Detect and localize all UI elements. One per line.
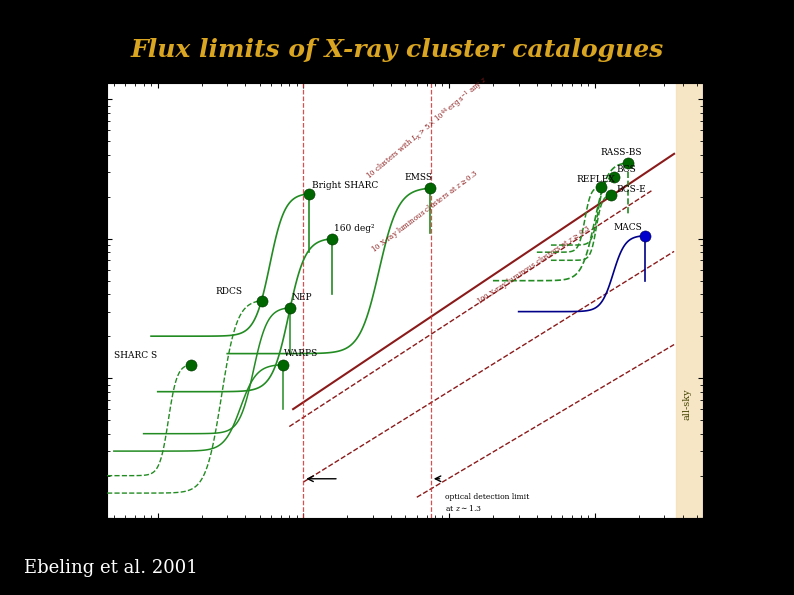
Bar	[676, 83, 703, 518]
Y-axis label: flux limit [0.5 - 2.0 keV] (erg cm⁻² s⁻¹): flux limit [0.5 - 2.0 keV] (erg cm⁻² s⁻¹…	[57, 201, 67, 400]
Text: $10$ X-ray luminous clusters at $z \geq 0.3$: $10$ X-ray luminous clusters at $z \geq …	[368, 168, 480, 256]
Text: Bright SHARC: Bright SHARC	[312, 180, 379, 190]
Text: Flux limits of X-ray cluster catalogues: Flux limits of X-ray cluster catalogues	[130, 39, 664, 62]
Text: BCS-E: BCS-E	[616, 184, 646, 194]
Text: BCS: BCS	[616, 165, 636, 174]
Text: WARPS: WARPS	[284, 349, 318, 358]
X-axis label: solid angle (square degrees): solid angle (square degrees)	[325, 543, 485, 553]
Text: Ebeling et al. 2001: Ebeling et al. 2001	[24, 559, 198, 577]
Text: REFLEX: REFLEX	[576, 176, 615, 184]
Text: MACS: MACS	[614, 223, 642, 232]
Text: $100$ X-ray luminous clusters at $z \geq 0.3$: $100$ X-ray luminous clusters at $z \geq…	[475, 222, 594, 308]
Text: 160 deg²: 160 deg²	[334, 224, 375, 233]
Text: RASS-BS: RASS-BS	[601, 148, 642, 157]
Text: $10$ clusters with $L_X > 5 \times 10^{44}$ erg s$^{-1}$ any $z$: $10$ clusters with $L_X > 5 \times 10^{4…	[364, 74, 491, 183]
Text: optical detection limit
at $z \sim 1.3$: optical detection limit at $z \sim 1.3$	[445, 493, 530, 513]
Text: RDCS: RDCS	[216, 287, 243, 296]
Text: SHARC S: SHARC S	[114, 351, 157, 360]
Text: EMSS: EMSS	[404, 173, 432, 182]
Text: all-sky: all-sky	[683, 389, 692, 420]
Text: NEP: NEP	[291, 293, 312, 302]
